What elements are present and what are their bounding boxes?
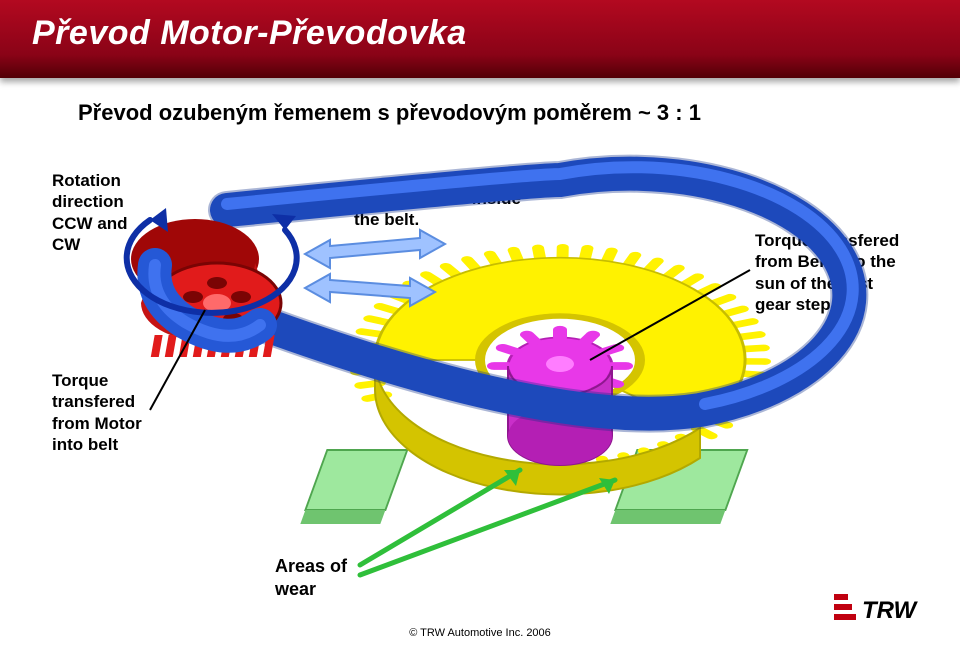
logo-text: TRW — [862, 597, 919, 624]
footer-copyright: © TRW Automotive Inc. 2006 — [0, 627, 960, 639]
pedestal-left — [300, 450, 407, 524]
diagram — [0, 150, 960, 580]
tensile-arrows — [305, 230, 445, 306]
page-title: Převod Motor-Převodovka — [0, 0, 960, 53]
title-bar: Převod Motor-Převodovka — [0, 0, 960, 78]
subtitle: Převod ozubeným řemenem s převodovým pom… — [78, 100, 701, 126]
trw-logo: TRW — [834, 592, 934, 633]
sun-gear-hub — [546, 356, 574, 372]
